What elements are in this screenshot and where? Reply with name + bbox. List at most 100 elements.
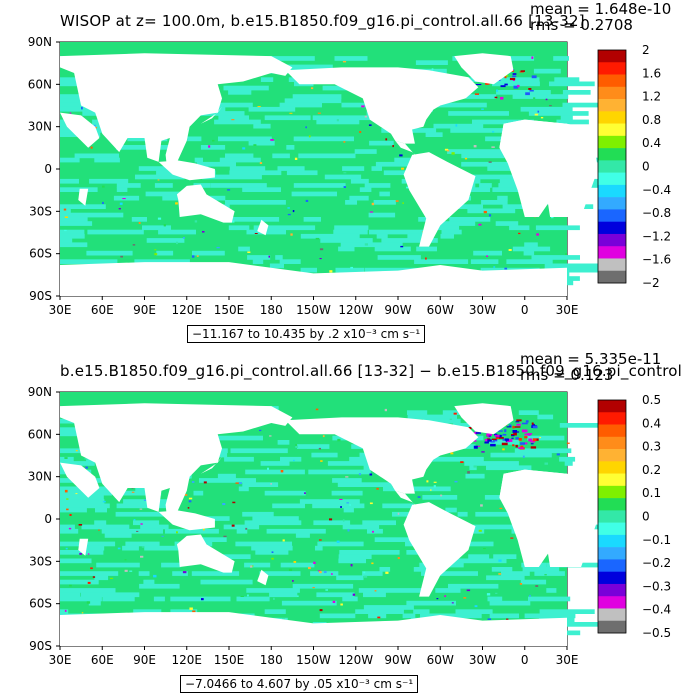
colorbar-swatch [598, 270, 626, 284]
colorbar-label: −0.5 [642, 626, 671, 640]
longitude-tick-label: 60W [427, 303, 454, 317]
latitude-tick-label: 60N [28, 427, 52, 441]
longitude-tick-label: 150E [214, 303, 245, 317]
plot-title: WISOP at z= 100.0m, b.e15.B1850.f09_g16.… [60, 12, 585, 30]
colorbar-label: 0.8 [642, 113, 661, 127]
ocean-field [60, 392, 621, 646]
colorbar-swatch [598, 485, 626, 499]
colorbar-label: 0.5 [642, 393, 661, 407]
longitude-tick-label: 0 [521, 303, 529, 317]
contour-range-label: −7.0466 to 4.607 by .05 x10⁻³ cm s⁻¹ [180, 675, 419, 693]
colorbar-swatch [598, 148, 626, 161]
colorbar-swatch [598, 135, 626, 149]
colorbar-swatch [598, 160, 626, 173]
longitude-tick-label: 180 [260, 303, 283, 317]
colorbar-swatch [598, 436, 626, 450]
colorbar-swatch [598, 123, 626, 137]
contour-range-label: −11.167 to 10.435 by .2 x10⁻³ cm s⁻¹ [187, 325, 426, 343]
longitude-tick-label: 120W [338, 303, 373, 317]
colorbar-label: 0.3 [642, 440, 661, 454]
colorbar: 2 1.6 1.2 0.8 0.4 0 −0.4 −0.8 −1.2 −1.6 −2 [597, 43, 671, 290]
latitude-tick-label: 90N [28, 35, 52, 49]
colorbar-swatch [598, 522, 626, 536]
latitude-tick-label: 60N [28, 77, 52, 91]
plot-title: b.e15.B1850.f09_g16.pi_control.all.66 [1… [60, 362, 682, 380]
longitude-tick-label: 150W [296, 303, 331, 317]
colorbar-swatch [598, 620, 626, 634]
colorbar-label: −2 [642, 276, 660, 290]
colorbar-label: 0 [642, 160, 650, 174]
colorbar-swatch [598, 111, 626, 124]
ocean-field [60, 42, 624, 296]
colorbar-swatch [598, 583, 626, 597]
longitude-tick-label: 30E [49, 303, 72, 317]
longitude-tick-label: 60W [427, 653, 454, 667]
latitude-tick-label: 90S [29, 639, 52, 653]
colorbar-swatch [598, 559, 626, 572]
colorbar-swatch [598, 209, 626, 222]
colorbar: 0.5 0.4 0.3 0.2 0.1 0 −0.1 −0.2 −0.3 −0.4 −0.5 [597, 393, 671, 640]
colorbar-label: 0.2 [642, 463, 661, 477]
colorbar-swatch [598, 99, 626, 112]
colorbar-swatch [598, 197, 626, 210]
colorbar-swatch [598, 258, 626, 272]
latitude-tick-label: 30N [28, 120, 52, 134]
colorbar-label: 0.4 [642, 136, 661, 150]
colorbar-swatch [598, 473, 626, 487]
colorbar-swatch [598, 424, 626, 438]
longitude-tick-label: 90W [384, 653, 411, 667]
longitude-tick-label: 30E [556, 653, 579, 667]
colorbar-swatch [598, 184, 626, 198]
colorbar-label: 0.4 [642, 416, 661, 430]
longitude-tick-label: 60E [91, 303, 114, 317]
colorbar-swatch [598, 461, 626, 474]
latitude-tick-label: 0 [44, 512, 52, 526]
colorbar-swatch [598, 50, 626, 63]
longitude-tick-label: 120W [338, 653, 373, 667]
latitude-tick-label: 60S [29, 247, 52, 261]
colorbar-swatch [598, 534, 626, 548]
latitude-tick-label: 90N [28, 385, 52, 399]
longitude-tick-label: 30E [49, 653, 72, 667]
latitude-tick-label: 0 [44, 162, 52, 176]
longitude-tick-label: 180 [260, 653, 283, 667]
longitude-tick-label: 90W [384, 303, 411, 317]
colorbar-swatch [598, 571, 626, 585]
longitude-tick-label: 120E [172, 653, 203, 667]
colorbar-label: −1.2 [642, 229, 671, 243]
latitude-tick-label: 30S [29, 554, 52, 568]
rms-value: rms = 0.123 [520, 366, 614, 384]
latitude-tick-label: 30N [28, 470, 52, 484]
colorbar-swatch [598, 510, 626, 523]
longitude-tick-label: 90E [133, 653, 156, 667]
colorbar-swatch [598, 221, 626, 235]
colorbar-swatch [598, 172, 626, 186]
colorbar-label: 0 [642, 510, 650, 524]
colorbar-swatch [598, 400, 626, 413]
longitude-tick-label: 30W [469, 653, 496, 667]
colorbar-swatch [598, 74, 626, 88]
longitude-tick-label: 150W [296, 653, 331, 667]
colorbar-label: −1.6 [642, 253, 671, 267]
colorbar-label: 1.6 [642, 66, 661, 80]
mean-value: mean = 1.648e-10 [530, 0, 672, 18]
latitude-tick-label: 60S [29, 597, 52, 611]
mean-value: mean = 5.335e-11 [520, 350, 662, 368]
longitude-tick-label: 30W [469, 303, 496, 317]
colorbar-swatch [598, 62, 626, 75]
top-panel: WISOP at z= 100.0m, b.e15.B1850.f09_g16.… [28, 0, 672, 343]
colorbar-swatch [598, 449, 626, 462]
longitude-tick-label: 150E [214, 653, 245, 667]
longitude-tick-label: 120E [172, 303, 203, 317]
colorbar-label: 0.1 [642, 486, 661, 500]
colorbar-swatch [598, 596, 626, 609]
colorbar-swatch [598, 608, 626, 622]
colorbar-swatch [598, 246, 626, 259]
latitude-tick-label: 30S [29, 204, 52, 218]
colorbar-swatch [598, 86, 626, 100]
colorbar-label: −0.1 [642, 533, 671, 547]
colorbar-swatch [598, 233, 626, 247]
